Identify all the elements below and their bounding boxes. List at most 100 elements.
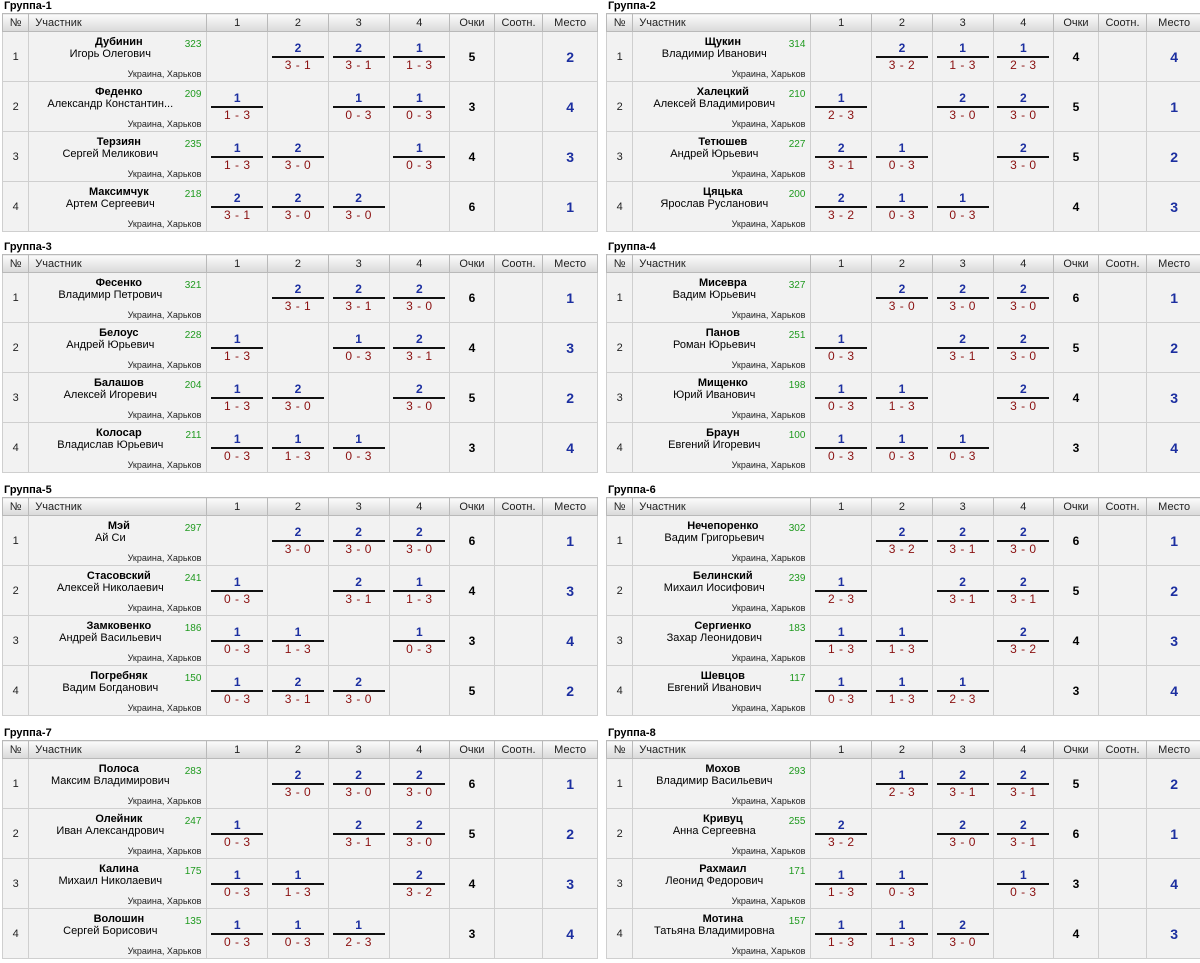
player-last-name[interactable]: Феденко [95,85,143,98]
player-last-name[interactable]: Халецкий [696,85,749,98]
player-last-name[interactable]: Цяцька [703,185,743,198]
header-place[interactable]: Место [542,740,598,759]
player-cell[interactable]: Балашов Алексей Игоревич 204 Украина, Харьк… [28,372,208,423]
player-last-name[interactable]: Панов [705,326,740,339]
header-opponent-3[interactable]: 3 [931,254,994,273]
header-opponent-3[interactable]: 3 [327,13,390,32]
player-last-name[interactable]: Фесенко [95,276,142,289]
player-cell[interactable]: Колосар Владислав Юрьевич 211 Украина, Харь… [28,422,208,473]
player-cell[interactable]: Стасовский Алексей Николаевич 241 Украина, … [28,565,208,616]
player-last-name[interactable]: Мисевра [698,276,747,289]
player-last-name[interactable]: Мохов [705,762,741,775]
player-cell[interactable]: Мэй Ай Си 297 Украина, Харьков [28,515,208,566]
player-cell[interactable]: Цяцька Ярослав Русланович 200 Украина, Харь… [632,181,812,232]
header-opponent-3[interactable]: 3 [931,497,994,516]
header-no[interactable]: № [1,13,30,32]
header-opponent-4[interactable]: 4 [388,497,451,516]
header-opponent-3[interactable]: 3 [327,254,390,273]
player-cell[interactable]: Олейник Иван Александрович 247 Украина, Хар… [28,808,208,859]
player-last-name[interactable]: Щукин [704,35,741,48]
header-ratio[interactable]: Соотн. [493,740,544,759]
player-last-name[interactable]: Мищенко [697,376,748,389]
header-no[interactable]: № [605,13,634,32]
player-last-name[interactable]: Терзиян [96,135,141,148]
header-no[interactable]: № [1,497,30,516]
header-participant[interactable]: Участник [632,740,812,759]
header-opponent-3[interactable]: 3 [931,740,994,759]
header-ratio[interactable]: Соотн. [1097,254,1148,273]
player-cell[interactable]: Панов Роман Юрьевич 251 Украина, Харьков [632,322,812,373]
player-cell[interactable]: Мотина Татьяна Владимировна 157 Украина, Ха… [632,908,812,959]
header-no[interactable]: № [1,740,30,759]
player-cell[interactable]: Волошин Сергей Борисович 135 Украина, Харьк… [28,908,208,959]
header-opponent-2[interactable]: 2 [267,497,329,516]
player-cell[interactable]: Рахмаил Леонид Федорович 171 Украина, Харьк… [632,858,812,909]
header-place[interactable]: Место [1146,254,1200,273]
header-opponent-2[interactable]: 2 [871,254,933,273]
player-last-name[interactable]: Сергиенко [694,619,752,632]
player-cell[interactable]: Замковенко Андрей Васильевич 186 Украина, Х… [28,615,208,666]
player-last-name[interactable]: Максимчук [88,185,149,198]
header-place[interactable]: Место [542,13,598,32]
player-cell[interactable]: Халецкий Алексей Владимирович 210 Украина, … [632,81,812,132]
player-cell[interactable]: Сергиенко Захар Леонидович 183 Украина, Хар… [632,615,812,666]
player-last-name[interactable]: Тетюшев [698,135,748,148]
header-opponent-2[interactable]: 2 [267,740,329,759]
header-participant[interactable]: Участник [28,13,208,32]
player-last-name[interactable]: Балашов [93,376,144,389]
header-points[interactable]: Очки [449,254,495,273]
header-points[interactable]: Очки [1053,497,1099,516]
header-opponent-2[interactable]: 2 [267,254,329,273]
header-ratio[interactable]: Соотн. [1097,740,1148,759]
player-cell[interactable]: Браун Евгений Игоревич 100 Украина, Харьков [632,422,812,473]
header-ratio[interactable]: Соотн. [1097,13,1148,32]
header-opponent-1[interactable]: 1 [810,740,873,759]
header-participant[interactable]: Участник [28,497,208,516]
header-opponent-3[interactable]: 3 [327,497,390,516]
header-place[interactable]: Место [542,254,598,273]
player-last-name[interactable]: Браун [706,426,740,439]
header-place[interactable]: Место [1146,13,1200,32]
